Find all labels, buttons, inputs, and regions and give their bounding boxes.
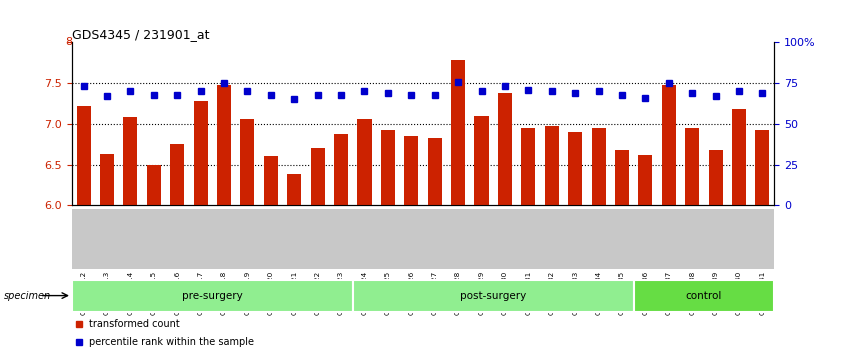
Bar [732,109,746,205]
Text: specimen: specimen [4,291,52,301]
Bar [591,128,606,205]
Text: percentile rank within the sample: percentile rank within the sample [90,337,255,347]
Bar [498,93,512,205]
Text: transformed count: transformed count [90,319,180,329]
Bar [217,85,231,205]
Bar [334,134,348,205]
Text: pre-surgery: pre-surgery [182,291,243,301]
Bar [100,154,114,205]
Bar [521,128,536,205]
Text: post-surgery: post-surgery [460,291,526,301]
Text: control: control [686,291,722,301]
Bar [545,126,558,205]
Bar [639,155,652,205]
Bar [634,280,774,312]
Bar [685,128,699,205]
Bar [358,119,371,205]
Text: GDS4345 / 231901_at: GDS4345 / 231901_at [72,28,210,41]
Bar [404,136,418,205]
Bar [755,130,769,205]
Bar [288,175,301,205]
Bar [475,116,488,205]
Bar [147,165,161,205]
Bar [569,132,582,205]
Bar [310,148,325,205]
Bar [662,85,676,205]
Bar [72,280,353,312]
Bar [170,144,184,205]
Bar [451,61,465,205]
Bar [615,150,629,205]
Bar [264,156,277,205]
Bar [381,130,395,205]
Bar [353,280,634,312]
Bar [124,118,137,205]
Bar [77,106,91,205]
Bar [428,138,442,205]
Bar [240,119,255,205]
Text: 8: 8 [65,38,72,47]
Bar [194,101,207,205]
Bar [709,150,722,205]
